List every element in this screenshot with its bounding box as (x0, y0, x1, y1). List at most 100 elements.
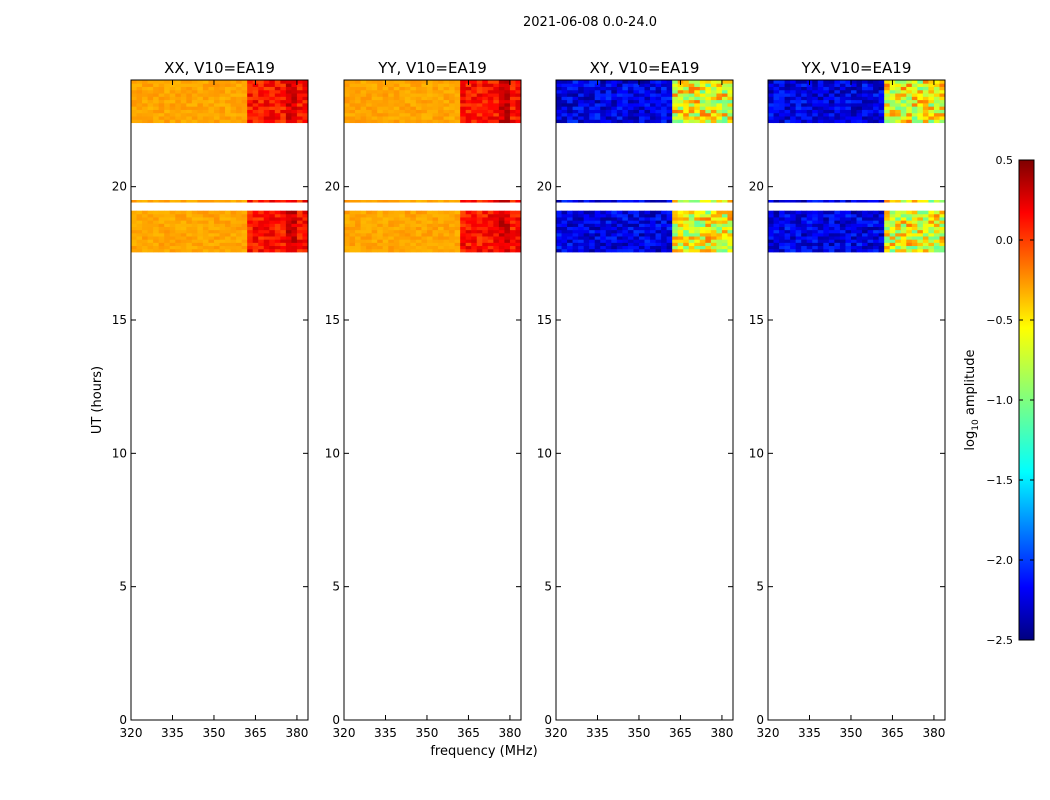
heatmap-cell (131, 220, 137, 224)
heatmap-cell (928, 245, 935, 250)
heatmap-cell (219, 245, 226, 250)
heatmap-cell (917, 99, 924, 104)
heatmap-cell (388, 80, 395, 84)
heatmap-cell (884, 119, 891, 124)
heatmap-cell (666, 242, 673, 247)
heatmap-cell (197, 213, 204, 218)
heatmap-cell (355, 109, 361, 114)
heatmap-cell (202, 248, 209, 253)
heatmap-cell (263, 99, 270, 104)
heatmap-cell (572, 210, 579, 215)
heatmap-cell (556, 119, 562, 124)
heatmap-cell (790, 102, 797, 107)
heatmap-cell (655, 200, 662, 203)
heatmap-cell (280, 96, 287, 101)
heatmap-cell (180, 200, 187, 203)
heatmap-cell (274, 109, 281, 114)
heatmap-cell (856, 80, 863, 84)
heatmap-cell (438, 236, 444, 240)
heatmap-cell (627, 112, 634, 117)
heatmap-cell (147, 102, 154, 107)
heatmap-cell (906, 232, 913, 237)
heatmap-cell (247, 89, 254, 94)
heatmap-cell (561, 239, 568, 243)
heatmap-cell (661, 229, 668, 234)
heatmap-cell (493, 245, 500, 250)
heatmap-cell (382, 226, 389, 231)
heatmap-cell (302, 242, 309, 247)
heatmap-cell (344, 242, 350, 247)
heatmap-cell (208, 99, 215, 104)
heatmap-cell (768, 93, 774, 97)
heatmap-cell (258, 119, 265, 124)
heatmap-cell (302, 232, 309, 237)
heatmap-cell (225, 106, 231, 110)
heatmap-cell (285, 116, 292, 120)
heatmap-cell (164, 220, 171, 224)
heatmap-cell (839, 119, 846, 124)
heatmap-cell (862, 248, 868, 253)
heatmap-cell (583, 99, 590, 104)
heatmap-cell (482, 239, 489, 243)
heatmap-cell (812, 99, 819, 104)
heatmap-cell (801, 99, 808, 104)
heatmap-cell (600, 248, 607, 253)
heatmap-cell (845, 86, 852, 91)
heatmap-cell (344, 232, 350, 237)
heatmap-cell (616, 112, 623, 117)
heatmap-cell (801, 109, 808, 114)
heatmap-cell (487, 86, 494, 91)
heatmap-cell (633, 96, 640, 101)
heatmap-cell (917, 89, 924, 94)
heatmap-cell (285, 217, 292, 221)
heatmap-cell (180, 245, 187, 250)
x-tick-label: 335 (374, 726, 397, 740)
heatmap-cell (594, 242, 601, 247)
heatmap-cell (845, 83, 852, 87)
heatmap-cell (476, 223, 483, 227)
heatmap-cell (131, 119, 137, 124)
heatmap-cell (131, 86, 137, 91)
heatmap-cell (410, 102, 417, 107)
heatmap-cell (677, 109, 684, 114)
heatmap-cell (928, 220, 935, 224)
heatmap-cell (784, 217, 791, 221)
heatmap-cell (716, 116, 723, 120)
heatmap-cell (850, 96, 857, 101)
heatmap-cell (644, 83, 651, 87)
heatmap-cell (611, 220, 618, 224)
heatmap-cell (410, 119, 417, 124)
heatmap-cell (605, 96, 612, 101)
heatmap-cell (454, 200, 461, 203)
heatmap-cell (862, 116, 868, 120)
heatmap-cell (594, 89, 601, 94)
heatmap-cell (650, 239, 656, 243)
heatmap-cell (164, 102, 171, 107)
heatmap-cell (710, 99, 717, 104)
heatmap-cell (845, 236, 852, 240)
heatmap-cell (360, 102, 367, 107)
heatmap-cell (784, 213, 791, 218)
heatmap-cell (622, 229, 629, 234)
heatmap-cell (191, 223, 198, 227)
heatmap-cell (482, 96, 489, 101)
heatmap-cell (768, 223, 774, 227)
heatmap-cell (197, 226, 204, 231)
heatmap-cell (432, 83, 439, 87)
heatmap-cell (415, 220, 422, 224)
heatmap-cell (933, 210, 940, 215)
heatmap-cell (509, 245, 516, 250)
heatmap-cell (454, 210, 461, 215)
heatmap-cell (371, 200, 378, 203)
heatmap-cell (515, 220, 522, 224)
heatmap-cell (650, 83, 656, 87)
heatmap-cell (131, 229, 137, 234)
heatmap-cell (236, 239, 243, 243)
heatmap-cell (482, 119, 489, 124)
heatmap-cell (241, 229, 248, 234)
heatmap-cell (158, 200, 165, 203)
heatmap-cell (911, 109, 918, 114)
heatmap-cell (650, 220, 656, 224)
heatmap-cell (862, 229, 868, 234)
heatmap-cell (225, 248, 231, 253)
